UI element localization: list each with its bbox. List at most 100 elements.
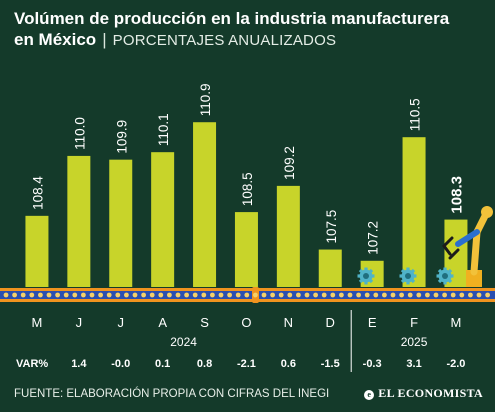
- conveyor-roller: [261, 292, 267, 298]
- conveyor-roller: [278, 292, 284, 298]
- conveyor-roller: [270, 292, 275, 298]
- conveyor-roller: [433, 292, 439, 298]
- conveyor-roller: [442, 292, 447, 298]
- robot-arm-segment: [455, 229, 480, 247]
- conveyor-roller: [175, 292, 181, 298]
- title-line-1: Volúmen de producción en la industria ma…: [14, 9, 450, 28]
- conveyor-roller: [399, 292, 404, 298]
- conveyor-roller: [98, 292, 103, 298]
- year-label: 2024: [170, 335, 197, 349]
- var-value: 1.4: [71, 358, 87, 370]
- category-label: E: [368, 315, 377, 330]
- year-label: 2025: [401, 335, 428, 349]
- conveyor-roller: [72, 292, 78, 298]
- conveyor-roller: [407, 292, 413, 298]
- bar: [276, 185, 300, 287]
- conveyor-roller: [304, 292, 310, 298]
- var-value: 0.6: [281, 358, 296, 370]
- conveyor-roller: [244, 292, 250, 298]
- conveyor-roller: [63, 292, 69, 298]
- conveyor-roller: [347, 292, 353, 298]
- conveyor-roller: [382, 292, 387, 298]
- conveyor-roller: [89, 292, 95, 298]
- var-value: 0.1: [155, 358, 170, 370]
- conveyor-roller: [38, 292, 43, 298]
- value-label: 108.5: [240, 172, 255, 206]
- category-label: N: [284, 315, 293, 330]
- value-label: 110.0: [72, 117, 87, 150]
- var-row-label: VAR%: [16, 358, 48, 370]
- conveyor-roller: [296, 292, 301, 298]
- category-label: J: [76, 315, 83, 330]
- publisher-mark-icon: e: [364, 390, 375, 400]
- robot-arm-segment: [470, 228, 481, 276]
- title-separator: |: [102, 30, 107, 49]
- value-label: 107.2: [366, 221, 381, 255]
- conveyor-roller: [115, 292, 121, 298]
- bar: [318, 249, 342, 287]
- var-value: -2.0: [446, 358, 465, 370]
- bar: [67, 155, 91, 287]
- value-label: 108.4: [30, 176, 45, 210]
- conveyor-roller: [29, 292, 35, 298]
- conveyor-roller: [12, 292, 17, 298]
- chart-subtitle: PORCENTAJES ANUALIZADOS: [112, 32, 337, 49]
- conveyor-roller: [210, 292, 215, 298]
- conveyor-roller: [81, 292, 86, 298]
- conveyor-roller: [167, 292, 172, 298]
- value-label: 109.9: [114, 120, 129, 154]
- var-value: 0.8: [197, 358, 212, 370]
- value-label: 110.5: [408, 98, 423, 131]
- conveyor-roller: [373, 292, 379, 298]
- value-label: 107.5: [324, 210, 339, 244]
- conveyor-roller: [106, 292, 112, 298]
- conveyor-roller: [218, 292, 224, 298]
- publisher-logo: e EL ECONOMISTA: [364, 386, 483, 401]
- conveyor-roller: [485, 292, 490, 298]
- category-label: J: [118, 315, 125, 330]
- category-label: A: [158, 315, 167, 330]
- conveyor-roller: [235, 292, 241, 298]
- bar: [109, 159, 133, 287]
- conveyor-roller: [416, 292, 422, 298]
- bar: [234, 212, 258, 287]
- conveyor-roller: [339, 292, 344, 298]
- gear-hub: [363, 273, 369, 279]
- conveyor-roller: [141, 292, 147, 298]
- conveyor-roller: [356, 292, 361, 298]
- conveyor-roller: [253, 292, 258, 298]
- conveyor-roller: [313, 292, 318, 298]
- value-label: 110.9: [198, 83, 213, 116]
- value-label: 108.3: [448, 176, 465, 214]
- conveyor-roller: [364, 292, 370, 298]
- conveyor-roller: [124, 292, 129, 298]
- conveyor-roller: [158, 292, 164, 298]
- category-label: M: [451, 315, 462, 330]
- conveyor-roller: [55, 292, 60, 298]
- gear-hub: [405, 273, 411, 279]
- conveyor-roller: [201, 292, 207, 298]
- bar: [25, 215, 49, 287]
- conveyor-roller: [476, 292, 482, 298]
- chart-title: Volúmen de producción en la industria ma…: [14, 8, 484, 51]
- conveyor-roller: [192, 292, 198, 298]
- conveyor-roller: [459, 292, 465, 298]
- category-label: S: [200, 315, 209, 330]
- var-value: -2.1: [237, 358, 256, 370]
- bar: [151, 152, 175, 287]
- category-label: D: [326, 315, 335, 330]
- var-value: -0.0: [111, 358, 130, 370]
- conveyor-roller: [425, 292, 430, 298]
- conveyor-roller: [3, 292, 9, 298]
- conveyor-roller: [132, 292, 138, 298]
- category-label: O: [241, 315, 251, 330]
- conveyor-roller: [321, 292, 327, 298]
- category-label: F: [410, 315, 418, 330]
- conveyor-roller: [390, 292, 396, 298]
- conveyor-roller: [46, 292, 52, 298]
- robot-arm-joint: [481, 206, 493, 218]
- var-value: 3.1: [406, 358, 421, 370]
- conveyor-roller: [287, 292, 293, 298]
